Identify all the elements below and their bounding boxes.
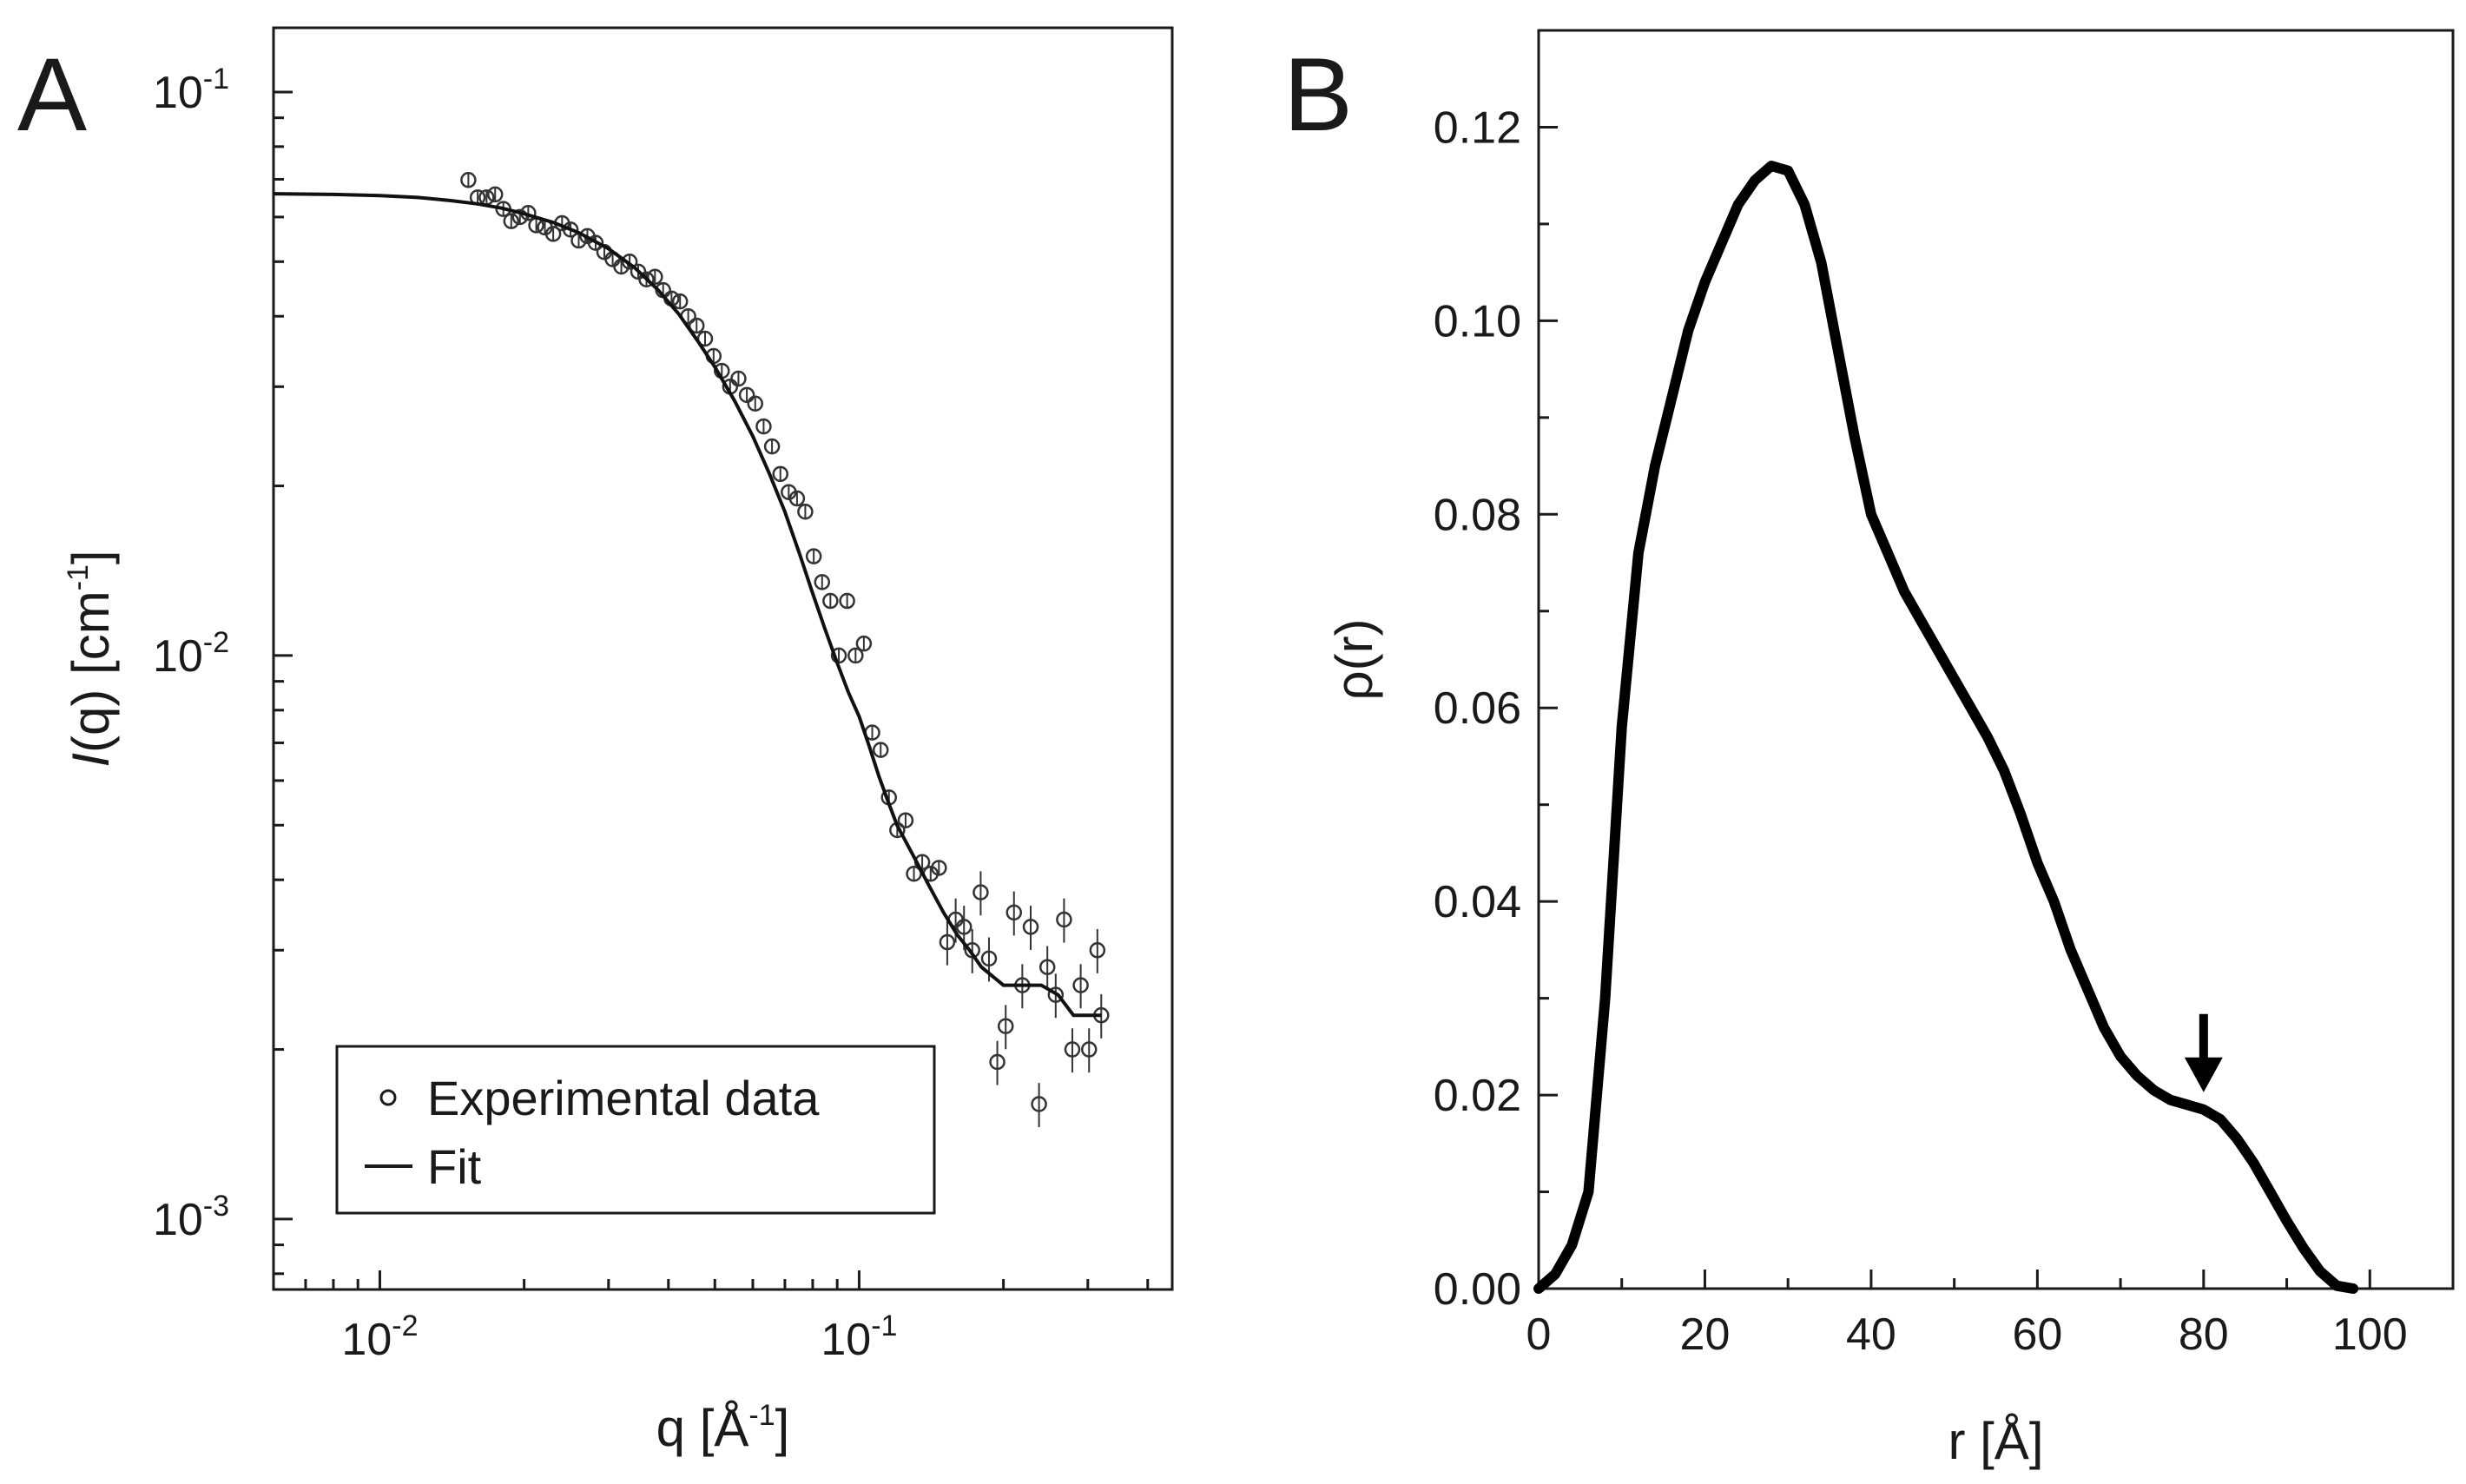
data-point <box>763 438 781 455</box>
data-point <box>1006 891 1023 936</box>
y-tick-label: 10-3 <box>153 1190 229 1245</box>
y-tick-label: 10-2 <box>153 626 229 682</box>
data-point <box>814 574 831 590</box>
x-tick-label: 60 <box>2012 1309 2062 1360</box>
data-point <box>478 189 495 206</box>
data-point <box>1056 898 1072 943</box>
panel-a-chart: 10-2 10-1 10-3 10-2 10-1 q [Å-1] I(q) [cm-1… <box>62 26 1174 1457</box>
data-point <box>805 548 822 564</box>
data-point <box>788 490 806 507</box>
data-point <box>997 1005 1014 1050</box>
data-point <box>989 1040 1006 1085</box>
data-point <box>839 592 855 610</box>
y-tick-label: 0.04 <box>1434 877 1521 927</box>
data-point <box>747 395 764 412</box>
panel-b-y-axis-label: ρ(r) <box>1325 618 1383 700</box>
panel-b-chart: 0 20 40 60 80 100 0.00 0.02 0.04 0.06 0.08 0.10 0.1… <box>1325 29 2455 1470</box>
legend-entry-fit: Fit <box>427 1139 482 1194</box>
data-point <box>1080 1028 1098 1073</box>
panel-b-x-ticks: 0 20 40 60 80 100 <box>1526 1270 2455 1360</box>
data-point <box>897 812 914 828</box>
data-point <box>621 254 638 270</box>
data-point <box>855 635 873 652</box>
data-point <box>872 742 889 758</box>
data-point <box>939 920 956 966</box>
panel-b-y-ticks: 0.00 0.02 0.04 0.06 0.08 0.10 0.12 <box>1434 29 1558 1315</box>
panel-b-arrow-down-icon <box>2184 1013 2223 1092</box>
panel-a-fit-line <box>273 192 1102 1018</box>
data-point <box>1072 964 1089 1009</box>
x-tick-label: 10-2 <box>341 1309 418 1365</box>
data-point <box>688 317 705 334</box>
data-point <box>1031 1083 1047 1128</box>
panel-b-distribution-curve <box>1533 161 2359 1294</box>
y-tick-label: 10-1 <box>153 63 229 118</box>
data-point <box>1022 906 1039 950</box>
legend-marker-circle-icon <box>379 1089 397 1106</box>
panel-a-y-axis-label: I(q) [cm-1] <box>62 550 120 767</box>
panel-a-x-axis-label: q [Å-1] <box>656 1399 790 1457</box>
y-tick-label: 0.06 <box>1434 683 1521 734</box>
data-point <box>730 370 747 387</box>
x-tick-label: 40 <box>1846 1309 1896 1360</box>
panel-a-x-ticks: 10-2 10-1 <box>272 1270 1150 1365</box>
data-point <box>460 172 477 188</box>
data-point <box>797 504 814 520</box>
x-tick-label: 20 <box>1680 1309 1731 1360</box>
legend-box <box>335 1045 936 1215</box>
data-point <box>544 226 562 242</box>
panel-a-legend: Experimental data Fit <box>335 1045 936 1215</box>
panel-b-plot-frame <box>1537 29 2455 1290</box>
data-point <box>973 871 989 916</box>
y-tick-label: 0.08 <box>1434 490 1521 540</box>
x-tick-label: 80 <box>2179 1309 2229 1360</box>
legend-entry-experimental: Experimental data <box>427 1071 820 1125</box>
x-tick-label: 0 <box>1526 1309 1552 1360</box>
y-tick-label: 0.10 <box>1434 296 1521 346</box>
data-point <box>822 592 839 610</box>
data-point <box>486 186 504 203</box>
data-point <box>647 268 663 286</box>
x-tick-label: 100 <box>2332 1309 2408 1360</box>
y-tick-label: 0.02 <box>1434 1071 1521 1121</box>
x-tick-label: 10-1 <box>821 1309 897 1365</box>
data-point <box>931 860 947 876</box>
y-tick-label: 0.00 <box>1434 1264 1521 1315</box>
data-point <box>847 647 864 664</box>
panel-letter-b: B <box>1283 36 1353 153</box>
panel-a-y-ticks: 10-3 10-2 10-1 <box>153 63 293 1276</box>
data-point <box>671 293 689 310</box>
data-point <box>1089 928 1106 973</box>
data-point <box>1038 946 1056 991</box>
data-point <box>503 213 520 229</box>
data-point <box>755 418 772 435</box>
data-point <box>738 386 755 404</box>
panel-letter-a: A <box>17 36 87 153</box>
data-point <box>1064 1028 1081 1073</box>
y-tick-label: 0.12 <box>1434 102 1521 153</box>
panel-a-plot-frame <box>272 26 1174 1291</box>
data-point <box>1047 973 1065 1019</box>
data-point <box>772 465 788 483</box>
panel-b-x-axis-label: r [Å] <box>1948 1412 2043 1470</box>
